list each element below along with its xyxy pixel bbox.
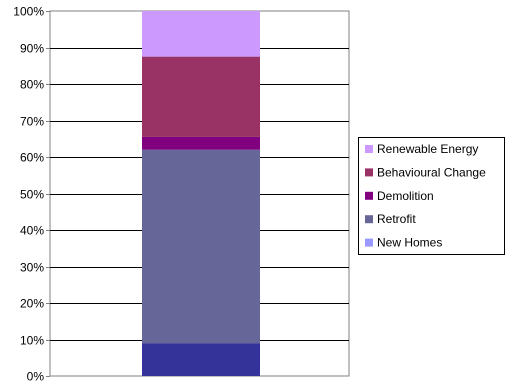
legend-box — [358, 137, 505, 255]
legend-swatch — [365, 238, 373, 247]
legend-label: New Homes — [377, 236, 442, 250]
bar-segment-renewable-energy — [142, 11, 260, 57]
legend-label: Behavioural Change — [377, 165, 486, 179]
bar-segment-behavioural-change — [142, 56, 260, 137]
y-tick-label: 50% — [20, 188, 44, 202]
legend-swatch — [365, 215, 373, 224]
legend-swatch — [365, 191, 373, 200]
legend-swatch — [365, 168, 373, 177]
y-tick-label: 90% — [20, 42, 44, 56]
bar-segment-demolition — [142, 136, 260, 150]
legend-swatch — [365, 145, 373, 153]
y-tick-label: 100% — [13, 5, 44, 19]
bar-segments — [142, 11, 260, 376]
legend-label: Demolition — [377, 189, 434, 203]
y-tick-label: 10% — [20, 334, 44, 348]
y-axis: 0% 10% 20% 30% 40% 50% 60% 70% 80% 90% 100% — [13, 5, 50, 384]
legend-label: Retrofit — [377, 212, 416, 226]
y-tick-label: 60% — [20, 151, 44, 165]
bar-segment-retrofit — [142, 149, 260, 344]
y-tick-label: 70% — [20, 115, 44, 129]
y-tick-label: 80% — [20, 78, 44, 92]
y-tick-label: 20% — [20, 297, 44, 311]
y-tick-label: 40% — [20, 224, 44, 238]
bar-segment-new-homes — [142, 343, 260, 376]
y-tick-label: 30% — [20, 261, 44, 275]
legend-label: Renewable Energy — [377, 142, 478, 156]
y-tick-label: 0% — [27, 370, 45, 382]
legend: Renewable Energy Behavioural Change Demoli… — [358, 137, 505, 255]
